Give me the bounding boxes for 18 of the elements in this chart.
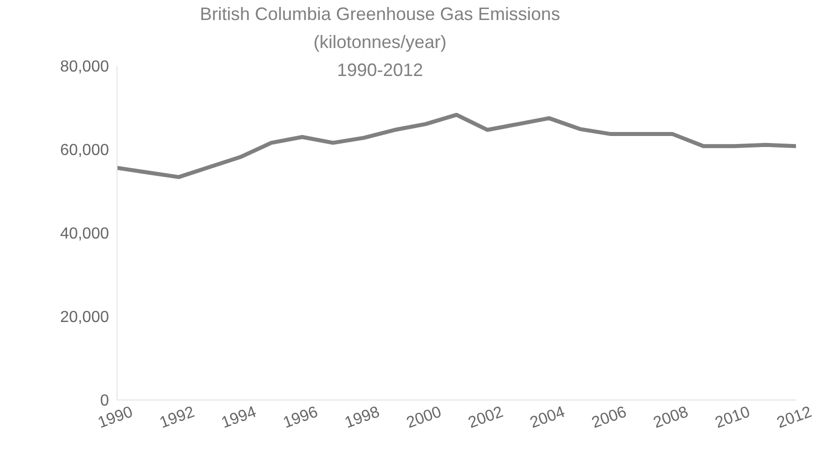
x-tick-label: 2002: [466, 404, 506, 432]
y-tick-label: 60,000: [60, 142, 110, 160]
y-tick-label: 40,000: [60, 226, 110, 243]
x-tick-label: 2008: [651, 404, 691, 432]
x-tick-label: 1996: [281, 404, 320, 432]
y-tick-label: 20,000: [60, 309, 110, 326]
y-tick-label: 80,000: [60, 58, 110, 76]
x-tick-label: 2012: [774, 404, 814, 432]
x-tick-label: 2000: [404, 404, 444, 432]
x-tick-label: 1998: [342, 404, 382, 432]
chart-title: British Columbia Greenhouse Gas Emissions (kilotonnes/year) 1990-2012: [200, 4, 560, 80]
x-tick-label: 1994: [219, 404, 259, 432]
x-tick-label: 1992: [158, 404, 197, 432]
x-tick-label: 2004: [528, 404, 568, 432]
x-tick-label: 2006: [590, 404, 630, 432]
y-tick-label: 0: [100, 392, 110, 410]
line-series: [117, 112, 796, 180]
x-tick-label: 2010: [713, 404, 752, 432]
